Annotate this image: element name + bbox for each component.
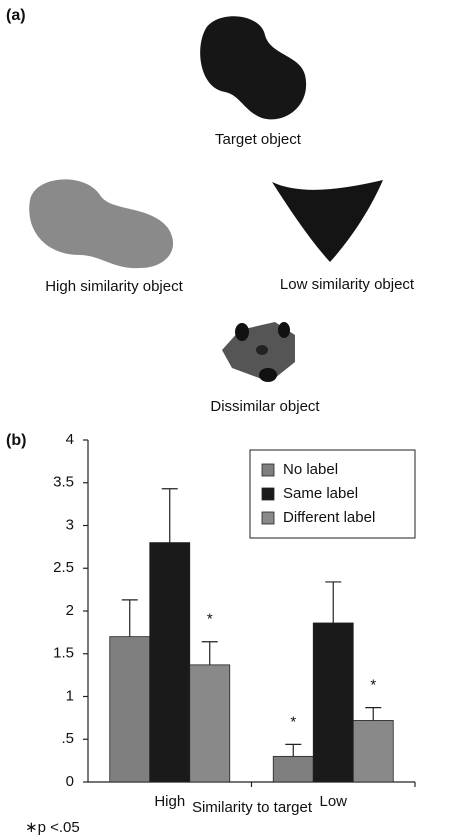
y-tick-label: 0 [66, 773, 74, 790]
bar [110, 637, 150, 782]
high-similarity-object [29, 179, 173, 268]
panel-label: (b) [6, 432, 26, 449]
footnote: ∗p <.05 [25, 819, 80, 836]
dissimilar-object [222, 322, 295, 382]
panel-label: (a) [6, 7, 26, 24]
x-axis-label: Similarity to target [192, 799, 313, 816]
y-tick-label: 3.5 [53, 474, 74, 491]
significance-marker: * [370, 677, 376, 694]
object-label: Target object [215, 131, 302, 148]
bar [190, 665, 230, 782]
legend-swatch [262, 512, 274, 524]
low-similarity-object [272, 180, 383, 262]
object-label: High similarity object [45, 278, 183, 295]
significance-marker: * [207, 611, 213, 628]
y-tick-label: 4 [66, 431, 74, 448]
object-label: Low similarity object [280, 276, 415, 293]
legend-label: No label [283, 461, 338, 478]
significance-marker: * [290, 713, 296, 730]
legend-label: Same label [283, 485, 358, 502]
bar [353, 720, 393, 782]
legend-label: Different label [283, 509, 375, 526]
legend-swatch [262, 488, 274, 500]
object-label: Dissimilar object [210, 398, 320, 415]
y-tick-label: 1 [66, 687, 74, 704]
y-tick-label: 2 [66, 602, 74, 619]
figure: (a) Target object High similarity object… [0, 0, 468, 837]
x-tick-label: High [154, 793, 185, 810]
y-tick-label: 1.5 [53, 645, 74, 662]
legend-swatch [262, 464, 274, 476]
x-tick-label: Low [319, 793, 347, 810]
y-tick-label: 3 [66, 516, 74, 533]
bar [150, 543, 190, 782]
y-tick-label: .5 [61, 730, 74, 747]
y-tick-label: 2.5 [53, 559, 74, 576]
bar [273, 756, 313, 782]
target-object [200, 16, 306, 119]
bar [313, 623, 353, 782]
